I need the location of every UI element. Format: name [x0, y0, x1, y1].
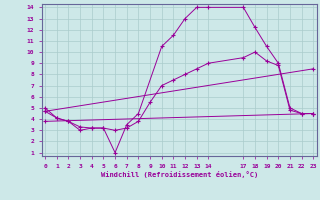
X-axis label: Windchill (Refroidissement éolien,°C): Windchill (Refroidissement éolien,°C) [100, 171, 258, 178]
